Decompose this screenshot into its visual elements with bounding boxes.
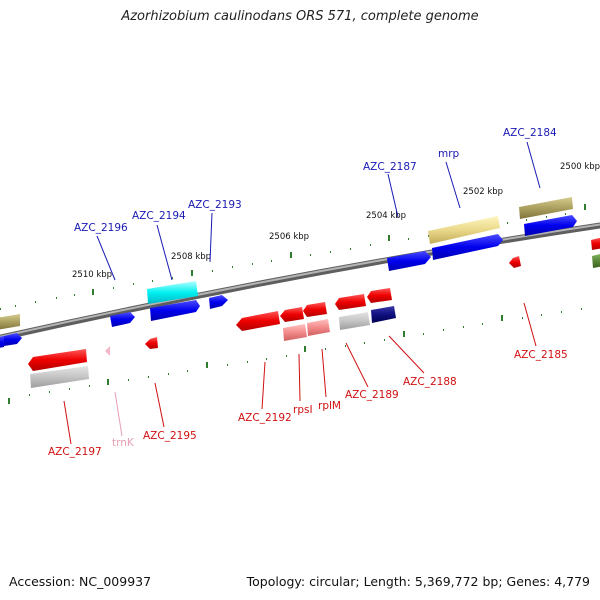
- genome-summary: Topology: circular; Length: 5,369,772 bp…: [246, 574, 590, 589]
- gene-label: AZC_2192: [238, 412, 292, 424]
- upper-tick-ruler: [0, 204, 586, 310]
- gene-label: AZC_2194: [132, 210, 186, 222]
- reverse-gene-track: [28, 256, 521, 388]
- gene-arrow: [428, 216, 500, 244]
- gene-label: AZC_2185: [514, 349, 568, 361]
- gene-arrow: [209, 295, 228, 309]
- gene-label: AZC_2197: [48, 446, 102, 458]
- gene-arrow: [280, 307, 304, 322]
- gene-arrow: [524, 215, 577, 236]
- gene-arrow: [0, 336, 4, 348]
- reverse-leader-lines: [63, 302, 537, 445]
- gene-arrow: [303, 302, 327, 317]
- gene-arrow: [150, 300, 200, 321]
- accession-label: Accession: NC_009937: [9, 574, 152, 589]
- gene-arrow: [335, 294, 366, 310]
- gene-label: AZC_2184: [503, 127, 557, 139]
- gene-arrow: [432, 234, 503, 260]
- gene-arrow: [387, 251, 431, 271]
- gene-arrow: [509, 256, 521, 268]
- gene-label: AZC_2195: [143, 430, 197, 442]
- gene-arrow: [283, 324, 307, 341]
- map-title: Azorhizobium caulinodans ORS 571, comple…: [121, 9, 479, 24]
- gene-arrow: [339, 312, 370, 330]
- gene-arrow: [110, 312, 135, 327]
- gene-arrow: [367, 288, 392, 303]
- gene-label: rplM: [318, 400, 341, 412]
- gene-label: AZC_2188: [403, 376, 457, 388]
- gene-label: AZC_2187: [363, 161, 417, 173]
- gene-label: AZC_2196: [74, 222, 128, 234]
- gene-arrow: [4, 333, 22, 346]
- tick-label: 2504 kbp: [366, 211, 406, 221]
- tick-label: 2506 kbp: [269, 232, 309, 242]
- gene-arrow: [28, 349, 87, 371]
- gene-arrow: [236, 311, 280, 331]
- gene-label: AZC_2189: [345, 389, 399, 401]
- gene-arrow: [307, 319, 330, 336]
- gene-label: rpsI: [293, 404, 313, 416]
- gene-arrow: [519, 197, 573, 219]
- gene-arrow: [371, 306, 396, 323]
- gene-arrow: [105, 346, 110, 356]
- forward-gene-track: [0, 197, 600, 348]
- gene-arrow: [592, 254, 600, 268]
- gene-label: trnK: [112, 437, 135, 449]
- lower-tick-ruler: [8, 308, 582, 404]
- tick-label: 2508 kbp: [171, 252, 211, 262]
- gene-arrow: [147, 281, 198, 304]
- gene-arrow: [30, 366, 89, 388]
- trna-leader-line: [114, 391, 123, 437]
- tick-label: 2510 kbp: [72, 270, 112, 280]
- gene-label: AZC_2193: [188, 199, 242, 211]
- gene-arrow: [0, 314, 20, 330]
- forward-leader-lines: [96, 141, 541, 281]
- gene-arrow: [145, 337, 158, 349]
- gene-arrow: [591, 237, 600, 250]
- tick-label: 2500 kbp: [560, 162, 600, 172]
- gene-label: mrp: [438, 148, 460, 160]
- tick-label: 2502 kbp: [463, 187, 503, 197]
